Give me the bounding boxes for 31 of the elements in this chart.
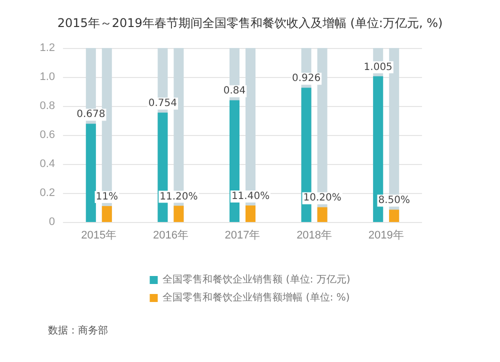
data-label: 8.50% [378, 195, 410, 206]
bar [246, 205, 256, 222]
data-label: 11.20% [160, 191, 198, 202]
data-label: 10.20% [303, 192, 342, 204]
data-label: 0.754 [148, 98, 178, 110]
chart-title: 2015年～2019年春节期间全国零售和餐饮收入及增幅 (单位:万亿元, %) [57, 16, 443, 30]
bar [174, 206, 184, 222]
bar [102, 206, 112, 222]
y-tick-label: 0.2 [40, 187, 55, 199]
y-tick-label: 1.0 [40, 71, 55, 83]
data-label: 0.678 [76, 109, 106, 120]
y-tick-label: 1.2 [40, 42, 55, 54]
data-label: 11.40% [231, 190, 270, 202]
bar [389, 210, 400, 222]
x-tick-label: 2018年 [296, 230, 332, 242]
y-tick-label: 0.4 [40, 158, 55, 170]
x-tick-label: 2019年 [368, 230, 404, 242]
data-label: 1.005 [364, 62, 392, 73]
x-tick-label: 2016年 [152, 230, 188, 242]
y-tick-label: 0 [48, 216, 55, 228]
data-label: 11% [96, 192, 118, 203]
x-tick-label: 2015年 [81, 230, 117, 242]
y-tick-label: 0.6 [40, 129, 55, 141]
bar [317, 207, 328, 222]
data-label: 0.926 [292, 73, 321, 84]
x-tick-label: 2017年 [224, 230, 260, 242]
legend-label: 全国零售和餐饮企业销售额增幅 (单位: %) [162, 292, 350, 304]
legend-label: 全国零售和餐饮企业销售额 (单位: 万亿元) [162, 274, 350, 286]
y-tick-label: 0.8 [40, 100, 55, 112]
text: 数据：商务部 [48, 324, 108, 336]
data-label: 0.84 [223, 86, 246, 97]
